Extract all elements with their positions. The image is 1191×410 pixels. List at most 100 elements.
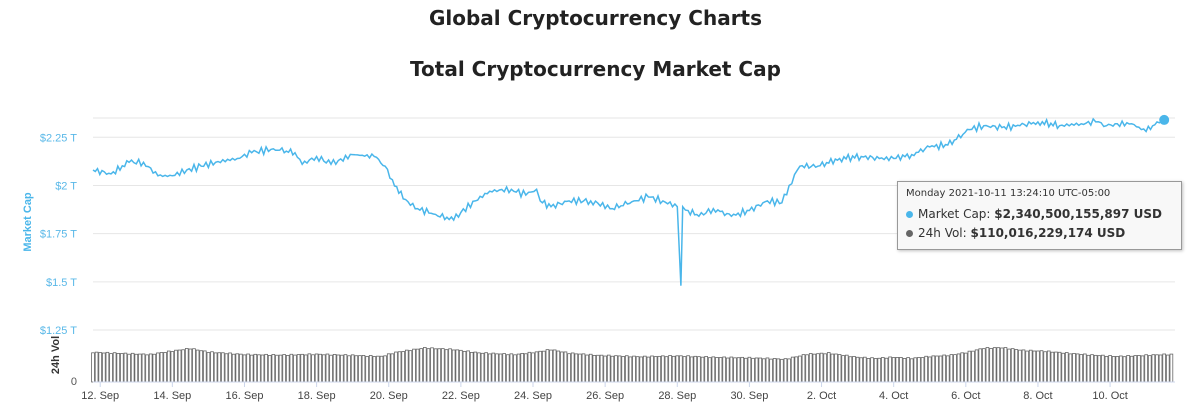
volume-bar bbox=[953, 354, 957, 383]
volume-bar bbox=[801, 354, 806, 383]
volume-bar bbox=[495, 353, 499, 383]
volume-bar bbox=[992, 347, 997, 383]
volume-bar bbox=[614, 355, 618, 383]
volume-bar bbox=[780, 358, 784, 383]
volume-bar bbox=[264, 353, 268, 383]
volume-bar bbox=[805, 354, 809, 383]
volume-bar bbox=[534, 351, 539, 383]
volume-bar bbox=[704, 356, 708, 383]
volume-bar bbox=[1162, 353, 1166, 383]
volume-bar bbox=[448, 348, 452, 383]
volume-bar bbox=[855, 356, 860, 383]
volume-bar bbox=[300, 353, 304, 383]
volume-axis-title: 24h Vol bbox=[50, 336, 62, 374]
volume-bar bbox=[1126, 355, 1130, 383]
volume-bar bbox=[996, 347, 1001, 383]
volume-bar bbox=[671, 355, 676, 383]
volume-bar bbox=[1018, 349, 1022, 383]
volume-bar bbox=[931, 355, 936, 383]
volume-bar bbox=[891, 357, 896, 383]
y-tick-label: $2.25 T bbox=[40, 132, 77, 144]
x-tick-label: 26. Sep bbox=[586, 390, 624, 402]
volume-bar bbox=[224, 353, 229, 383]
volume-bar bbox=[347, 355, 351, 383]
volume-bar bbox=[751, 357, 755, 383]
volume-bar bbox=[487, 353, 492, 383]
volume-bar bbox=[628, 356, 633, 383]
volume-bar bbox=[206, 352, 211, 383]
volume-bar bbox=[823, 353, 827, 383]
volume-bar bbox=[693, 355, 698, 383]
volume-bar bbox=[744, 357, 748, 383]
volume-bar bbox=[322, 354, 326, 383]
volume-bar bbox=[1072, 353, 1076, 383]
x-tick-label: 16. Sep bbox=[226, 390, 264, 402]
volume-bar bbox=[116, 353, 121, 383]
volume-bar bbox=[632, 355, 636, 383]
volume-bar bbox=[1144, 354, 1148, 383]
hover-point-marker[interactable] bbox=[1159, 114, 1170, 125]
y-tick-label: $1.25 T bbox=[40, 325, 77, 337]
volume-bar bbox=[621, 356, 625, 383]
volume-bar bbox=[617, 355, 622, 383]
volume-bar bbox=[1054, 351, 1058, 383]
volume-bar bbox=[837, 354, 842, 383]
volume-bar bbox=[466, 350, 470, 383]
volume-bar bbox=[884, 357, 889, 383]
x-tick-label: 6. Oct bbox=[951, 390, 980, 402]
volume-bar bbox=[679, 355, 683, 383]
volume-bar bbox=[112, 352, 117, 383]
volume-bar bbox=[982, 348, 986, 383]
volume-bar bbox=[1129, 355, 1134, 383]
x-tick-label: 20. Sep bbox=[370, 390, 408, 402]
volume-bar bbox=[513, 354, 517, 383]
volume-bar bbox=[1108, 355, 1112, 383]
volume-bar bbox=[935, 355, 939, 383]
volume-bar bbox=[812, 353, 817, 383]
volume-bar bbox=[834, 353, 838, 383]
tooltip-date: Monday 2021-10-11 13:24:10 UTC-05:00 bbox=[906, 188, 1111, 199]
volume-bar bbox=[899, 357, 903, 383]
volume-bar bbox=[707, 357, 712, 383]
volume-bar bbox=[303, 354, 308, 383]
volume-bar bbox=[437, 348, 442, 383]
volume-bar bbox=[246, 353, 250, 383]
volume-bar bbox=[902, 357, 907, 383]
tooltip-mcap-label: Market Cap: bbox=[918, 207, 991, 221]
volume-bar bbox=[386, 353, 391, 383]
volume-bar bbox=[765, 357, 770, 383]
volume-bar bbox=[873, 358, 878, 383]
volume-bar bbox=[635, 356, 640, 383]
volume-bar bbox=[235, 353, 240, 383]
volume-bar bbox=[909, 358, 914, 383]
volume-bar bbox=[221, 352, 225, 383]
market-cap-line bbox=[92, 117, 1165, 286]
x-tick-label: 14. Sep bbox=[153, 390, 191, 402]
volume-bar bbox=[455, 349, 460, 383]
volume-bar bbox=[816, 353, 820, 383]
volume-bar bbox=[740, 356, 745, 383]
volume-bar bbox=[567, 353, 571, 383]
volume-bar bbox=[390, 353, 395, 383]
volume-bar bbox=[343, 354, 348, 383]
volume-bar bbox=[332, 353, 337, 383]
volume-bar bbox=[668, 355, 672, 383]
volume-bar bbox=[109, 353, 113, 383]
volume-bar bbox=[596, 354, 600, 383]
volume-bar bbox=[610, 355, 615, 383]
volume-bar bbox=[350, 354, 355, 383]
volume-bar bbox=[260, 354, 265, 383]
volume-bar bbox=[552, 349, 557, 383]
volume-bar bbox=[675, 355, 680, 383]
volume-bar bbox=[423, 347, 427, 383]
volume-bar bbox=[267, 355, 272, 383]
volume-bar bbox=[239, 353, 243, 383]
volume-bar bbox=[213, 352, 218, 383]
volume-bar bbox=[419, 348, 424, 383]
volume-bar bbox=[1133, 355, 1138, 383]
tooltip-market-cap-row: Market Cap: $2,340,500,155,897 USD bbox=[906, 207, 1162, 221]
x-tick-label: 12. Sep bbox=[81, 390, 119, 402]
volume-bar bbox=[188, 348, 193, 383]
volume-bar bbox=[520, 352, 524, 383]
volume-bar bbox=[1104, 355, 1109, 383]
